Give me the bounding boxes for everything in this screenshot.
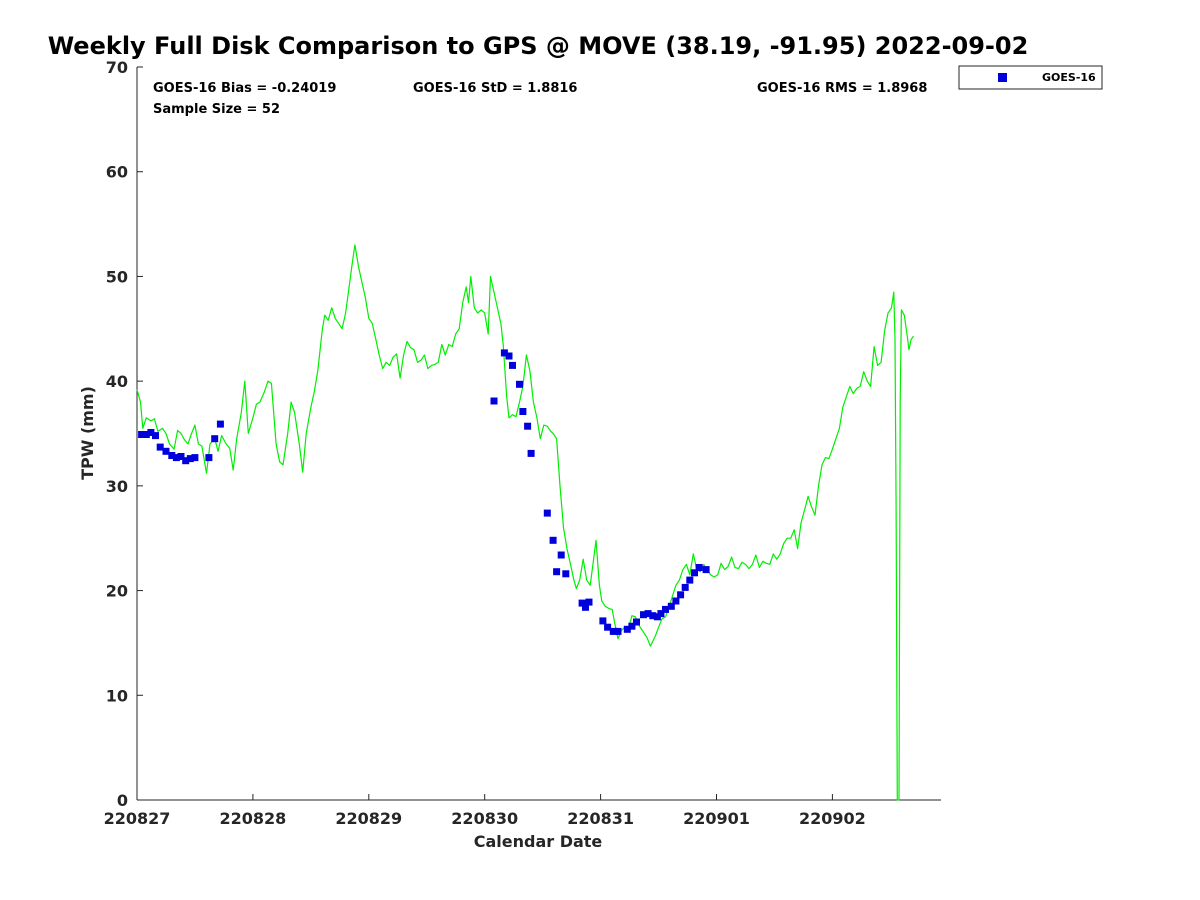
data-point-goes-16: [524, 422, 532, 430]
data-point-goes-16: [585, 598, 593, 606]
data-point-goes-16: [519, 408, 527, 415]
data-point-goes-16: [182, 457, 190, 465]
std-stat: GOES-16 StD = 1.8816: [413, 81, 577, 96]
data-point-goes-16: [649, 612, 657, 620]
bias-stat: GOES-16 Bias = -0.24019: [153, 81, 336, 96]
data-point-goes-16: [599, 617, 607, 625]
x-tick-label: 220901: [683, 809, 750, 828]
x-tick-label: 220827: [104, 809, 171, 828]
x-tick-label: 220830: [451, 809, 518, 828]
data-point-goes-16: [681, 583, 689, 591]
data-point-goes-16: [686, 576, 694, 584]
data-point-goes-16: [553, 568, 561, 576]
data-point-goes-16: [628, 622, 636, 630]
data-point-goes-16: [138, 431, 146, 438]
data-point-goes-16: [152, 432, 159, 440]
legend-marker-goes-16: [998, 73, 1007, 82]
data-point-goes-16: [562, 570, 570, 578]
rms-stat: GOES-16 RMS = 1.8968: [757, 81, 927, 96]
data-point-goes-16: [500, 349, 508, 357]
x-ticks: 220827 220828 220829 220830 220831 220901 2209…: [104, 794, 866, 828]
data-point-goes-16: [691, 569, 698, 577]
data-point-goes-16: [142, 431, 150, 438]
data-point-goes-16: [549, 536, 557, 544]
data-point-goes-16: [211, 435, 219, 443]
data-point-goes-16: [509, 361, 516, 369]
legend-label-goes-16: GOES-16: [1042, 71, 1096, 84]
y-tick-label: 30: [106, 477, 128, 496]
legend-box: [958, 65, 1103, 90]
data-point-goes-16: [557, 551, 565, 559]
y-tick-label: 50: [106, 267, 128, 286]
data-point-goes-16: [172, 454, 180, 462]
x-axis-label: Calendar Date: [474, 832, 603, 851]
data-point-goes-16: [657, 610, 665, 618]
sample-size-stat: Sample Size = 52: [153, 102, 280, 117]
data-point-goes-16: [695, 564, 703, 571]
legend: GOES-16: [958, 65, 1103, 90]
y-tick-label: 0: [117, 791, 128, 810]
data-point-goes-16: [147, 429, 155, 436]
chart-title: Weekly Full Disk Comparison to GPS @ MOV…: [48, 32, 1029, 60]
data-point-goes-16: [168, 452, 176, 459]
data-point-goes-16: [667, 602, 675, 610]
series-markers-goes-16: [138, 349, 710, 635]
x-tick-label: 220829: [335, 809, 402, 828]
data-point-goes-16: [543, 509, 551, 517]
y-tick-label: 60: [106, 163, 128, 182]
y-tick-label: 40: [106, 372, 128, 391]
series-layer: [136, 244, 914, 801]
data-point-goes-16: [578, 599, 586, 607]
x-tick-label: 220828: [220, 809, 287, 828]
x-tick-label: 220831: [567, 809, 634, 828]
data-point-goes-16: [216, 420, 224, 428]
y-axis-label: TPW (mm): [78, 386, 97, 480]
data-point-goes-16: [186, 455, 194, 463]
data-point-goes-16: [177, 453, 185, 460]
data-point-goes-16: [672, 597, 680, 605]
data-point-goes-16: [640, 611, 647, 619]
data-point-goes-16: [633, 618, 640, 626]
data-point-goes-16: [614, 627, 622, 635]
data-point-goes-16: [644, 610, 652, 618]
y-tick-label: 20: [106, 582, 128, 601]
data-point-goes-16: [156, 443, 164, 451]
data-point-goes-16: [582, 603, 589, 611]
series-line-gps: [136, 244, 914, 801]
data-point-goes-16: [527, 449, 535, 457]
data-point-goes-16: [677, 591, 685, 599]
data-point-goes-16: [662, 605, 669, 613]
data-point-goes-16: [205, 454, 213, 462]
data-point-goes-16: [702, 566, 710, 574]
data-point-goes-16: [505, 352, 513, 360]
data-point-goes-16: [604, 623, 612, 631]
x-tick-label: 220902: [799, 809, 866, 828]
data-point-goes-16: [490, 397, 498, 405]
y-tick-label: 10: [106, 686, 128, 705]
data-point-goes-16: [609, 627, 617, 635]
y-ticks: 0 10 20 30 40 50 60 70: [106, 58, 143, 810]
y-tick-label: 70: [106, 58, 128, 77]
data-point-goes-16: [191, 454, 199, 462]
data-point-goes-16: [516, 380, 523, 388]
data-point-goes-16: [623, 625, 631, 633]
data-point-goes-16: [162, 447, 170, 455]
